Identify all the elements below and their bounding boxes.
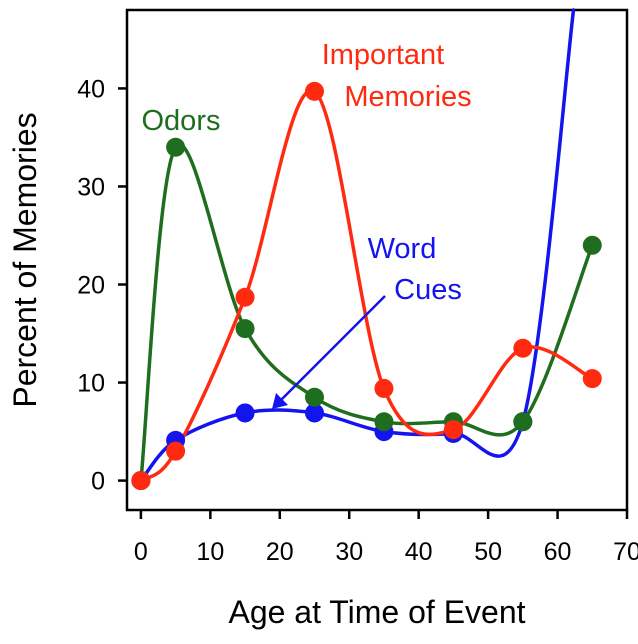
important-label-line-1: Important xyxy=(322,39,445,71)
odors-point xyxy=(305,387,324,407)
x-tick-label: 10 xyxy=(196,538,224,566)
important-label-line-2: Memories xyxy=(344,81,471,113)
odors-label-line-1: Odors xyxy=(142,105,221,137)
important-memories-line xyxy=(139,88,595,483)
word-cues-label-line-2: Cues xyxy=(394,274,462,306)
important-memories-point xyxy=(374,378,394,398)
x-tick-label: 60 xyxy=(544,538,572,566)
odors-point xyxy=(166,137,186,157)
odors-series-label: Odors xyxy=(142,105,221,137)
x-axis-label: Age at Time of Event xyxy=(228,594,525,630)
y-tick-label: 30 xyxy=(77,173,105,201)
important-memories-point xyxy=(131,471,151,491)
odors-point xyxy=(235,319,255,339)
word-cues-point xyxy=(235,403,255,423)
x-tick-label: 30 xyxy=(335,538,363,566)
word-cues-arrow xyxy=(278,295,386,403)
important-memories-point xyxy=(443,420,463,440)
series-annotations: Odors Important Memories Word Cues xyxy=(142,39,472,409)
word-cues-arrowhead xyxy=(272,393,288,409)
word-cues-label-line-1: Word xyxy=(368,233,437,265)
word-cues-series-label: Word Cues xyxy=(368,233,462,306)
important-memories-point xyxy=(305,81,324,101)
word-cues-point xyxy=(305,403,324,423)
y-tick-label: 10 xyxy=(77,370,105,398)
series-markers xyxy=(131,81,602,491)
plot-frame xyxy=(125,8,629,512)
y-axis-label: Percent of Memories xyxy=(7,112,43,407)
y-tick-label: 20 xyxy=(77,272,105,300)
x-tick-label: 50 xyxy=(474,538,502,566)
important-memories-point xyxy=(235,287,255,307)
x-tick-label: 0 xyxy=(134,538,148,566)
y-axis-ticks: 0 10 20 30 40 xyxy=(77,75,127,496)
odors-point xyxy=(374,412,394,432)
important-memories-point xyxy=(166,441,186,461)
y-tick-label: 40 xyxy=(77,75,105,103)
x-axis-ticks: 0 10 20 30 40 50 60 70 xyxy=(134,510,638,566)
x-tick-label: 20 xyxy=(266,538,294,566)
x-tick-label: 70 xyxy=(613,538,638,566)
important-memories-point xyxy=(513,338,533,358)
x-tick-label: 40 xyxy=(405,538,433,566)
important-memories-point xyxy=(582,369,602,389)
y-tick-label: 0 xyxy=(91,468,105,496)
important-memories-series-label: Important Memories xyxy=(322,39,472,113)
word-cues-line xyxy=(139,8,576,483)
odors-point xyxy=(582,235,602,255)
odors-point xyxy=(513,412,533,432)
